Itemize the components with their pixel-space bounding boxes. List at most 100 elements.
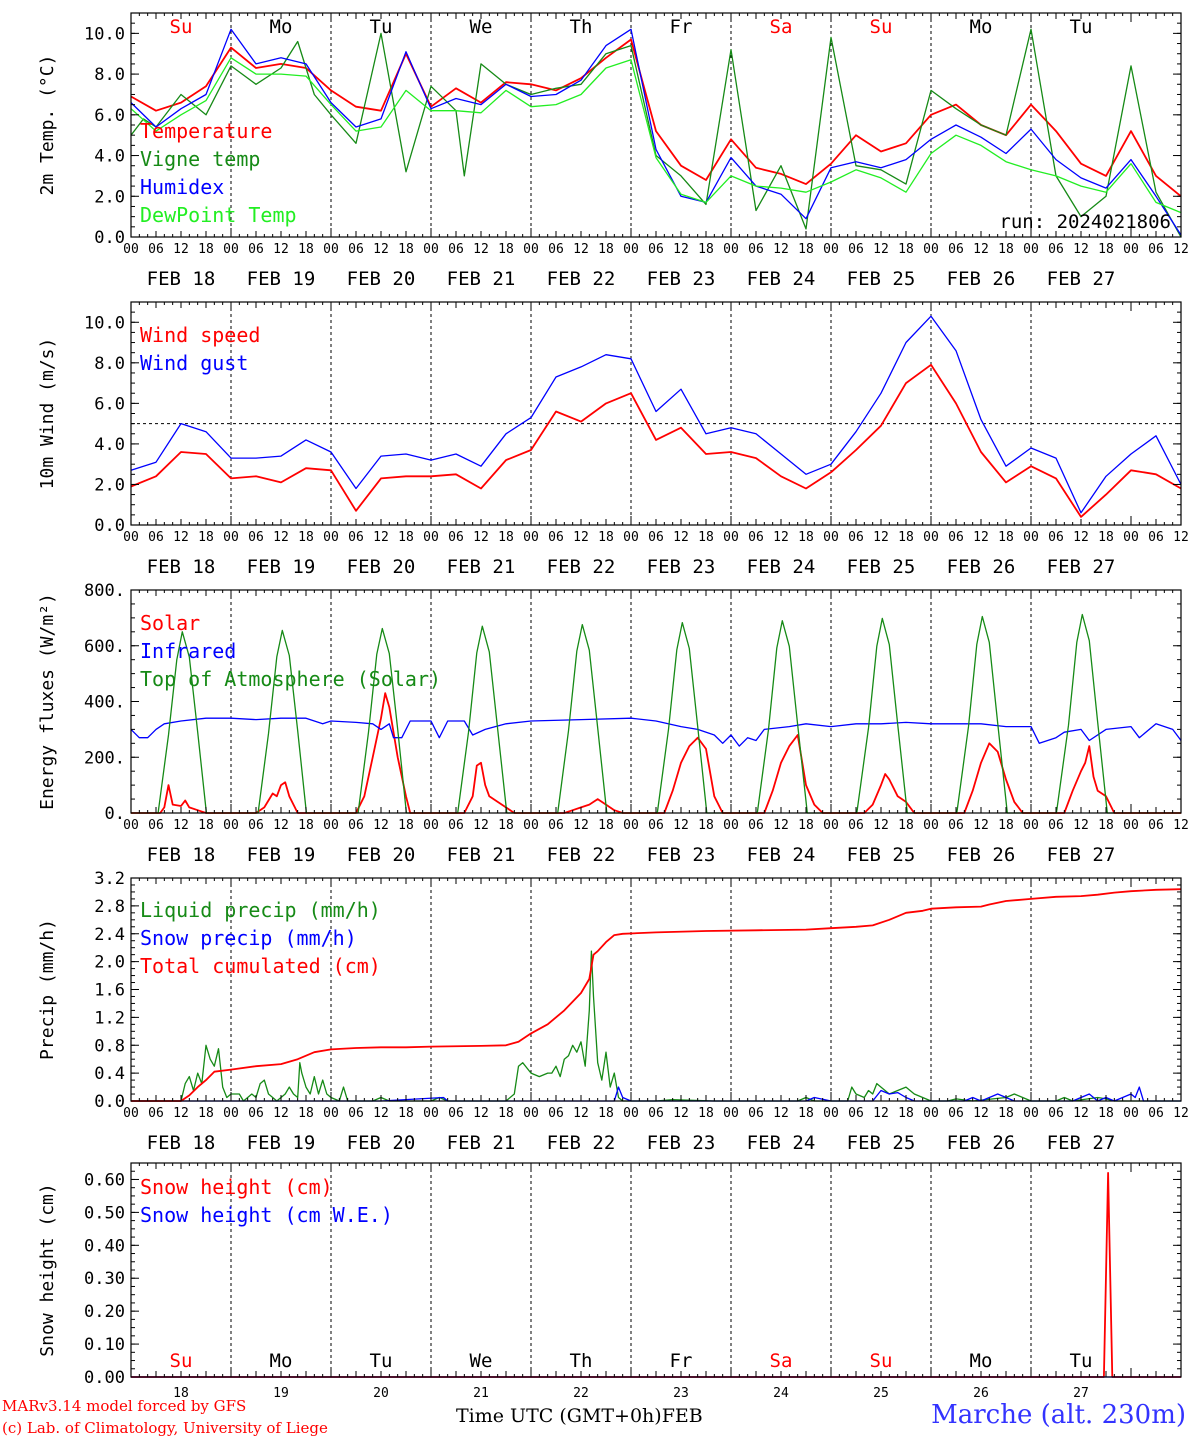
day-name-label: Tu: [370, 1350, 393, 1372]
y-tick-label: 0.4: [94, 1064, 125, 1084]
hour-label: 12: [373, 818, 389, 833]
legend-entry: Wind speed: [140, 323, 260, 347]
series-line-vigne-temp: [130, 28, 1182, 238]
date-label: FEB 19: [247, 268, 316, 290]
hour-label: 00: [423, 1106, 439, 1121]
hour-label: 00: [623, 530, 639, 545]
legend-entry: Total cumulated (cm): [140, 954, 381, 978]
hour-label: 18: [898, 1106, 914, 1121]
y-tick-label: 1.6: [94, 981, 125, 1001]
y-tick-label: 0.50: [84, 1203, 125, 1223]
hour-label: 06: [248, 530, 264, 545]
hour-label: 00: [323, 242, 339, 257]
date-label: FEB 24: [747, 844, 816, 866]
hour-label: 06: [348, 1106, 364, 1121]
y-tick-label: 10.0: [84, 24, 125, 44]
date-label: FEB 27: [1047, 844, 1116, 866]
date-label: FEB 20: [347, 844, 416, 866]
hour-label: 12: [1073, 1106, 1089, 1121]
legend-entry: Humidex: [140, 175, 224, 199]
day-name-label: Tu: [1070, 16, 1093, 38]
panel-2: 0.0 2.0 4.0 6.0 8.0 10.0 10m Wind (m/s) 00 06 12 1…: [37, 301, 1189, 578]
hour-label: 12: [1173, 242, 1189, 257]
y-tick-label: 2.4: [94, 925, 125, 945]
date-label: FEB 20: [347, 268, 416, 290]
day-name-label: Su: [170, 16, 193, 38]
day-name-label: Mo: [970, 16, 993, 38]
date-label: FEB 26: [947, 1132, 1016, 1154]
hour-label: 00: [123, 242, 139, 257]
hour-label: 12: [873, 1106, 889, 1121]
hour-label: 12: [373, 530, 389, 545]
hour-label: 06: [648, 242, 664, 257]
hour-label: 06: [348, 818, 364, 833]
date-label: FEB 22: [547, 268, 616, 290]
hour-label: 18: [798, 1106, 814, 1121]
hour-label: 06: [748, 242, 764, 257]
hour-label: 06: [548, 530, 564, 545]
hour-label: 12: [773, 530, 789, 545]
hour-label: 06: [948, 530, 964, 545]
series-line-total-cumulated-cm-: [131, 888, 1182, 1102]
hour-label: 12: [1073, 530, 1089, 545]
day-name-label: Mo: [970, 1350, 993, 1372]
hour-label: 12: [1173, 818, 1189, 833]
y-tick-label: 2.0: [94, 187, 125, 207]
y-tick-label: 0.30: [84, 1269, 125, 1289]
date-label: FEB 26: [947, 556, 1016, 578]
hour-label: 00: [1023, 1106, 1039, 1121]
hour-label: 06: [948, 1106, 964, 1121]
x-axis-title: Time UTC (GMT+0h)FEB: [456, 1405, 703, 1427]
hour-label: 18: [698, 530, 714, 545]
day-number-label: 22: [573, 1386, 589, 1401]
hour-label: 00: [723, 242, 739, 257]
day-name-label: Su: [870, 1350, 893, 1372]
hour-label: 00: [1123, 242, 1139, 257]
hour-label: 12: [473, 242, 489, 257]
hour-label: 06: [748, 1106, 764, 1121]
hour-label: 12: [673, 530, 689, 545]
hour-label: 18: [898, 818, 914, 833]
hour-label: 00: [123, 818, 139, 833]
hour-label: 06: [548, 242, 564, 257]
hour-label: 06: [1048, 818, 1064, 833]
hour-label: 00: [623, 818, 639, 833]
hour-label: 00: [123, 530, 139, 545]
day-name-label: Th: [570, 16, 593, 38]
y-tick-label: 0.0: [94, 516, 125, 536]
hour-label: 06: [848, 818, 864, 833]
hour-label: 12: [773, 818, 789, 833]
hour-label: 00: [323, 530, 339, 545]
hour-label: 00: [123, 1106, 139, 1121]
hour-label: 18: [398, 530, 414, 545]
hour-label: 18: [298, 242, 314, 257]
date-label: FEB 19: [247, 844, 316, 866]
y-axis-title: 2m Temp. (°C): [37, 55, 58, 196]
day-name-label: Mo: [270, 16, 293, 38]
y-tick-label: 1.2: [94, 1008, 125, 1028]
hour-label: 18: [998, 242, 1014, 257]
hour-label: 00: [923, 530, 939, 545]
hour-label: 12: [973, 530, 989, 545]
day-number-label: 23: [673, 1386, 689, 1401]
hour-label: 12: [273, 818, 289, 833]
hour-label: 12: [1173, 530, 1189, 545]
hour-label: 18: [798, 818, 814, 833]
y-tick-label: 8.0: [94, 65, 125, 85]
hour-label: 12: [173, 242, 189, 257]
hour-label: 18: [798, 530, 814, 545]
day-number-label: 24: [773, 1386, 789, 1401]
date-label: FEB 21: [447, 556, 516, 578]
day-name-label: Mo: [270, 1350, 293, 1372]
hour-label: 18: [1098, 242, 1114, 257]
day-number-label: 26: [973, 1386, 989, 1401]
panel-1: 0.0 2.0 4.0 6.0 8.0 10.0 2m Temp. (°C) 00 06 12 18…: [37, 12, 1189, 290]
hour-label: 00: [323, 1106, 339, 1121]
hour-label: 12: [273, 1106, 289, 1121]
hour-label: 06: [748, 818, 764, 833]
y-tick-label: 3.2: [94, 869, 125, 889]
legend-entry: Wind gust: [140, 351, 248, 375]
hour-label: 18: [198, 530, 214, 545]
hour-label: 18: [898, 530, 914, 545]
hour-label: 12: [673, 1106, 689, 1121]
